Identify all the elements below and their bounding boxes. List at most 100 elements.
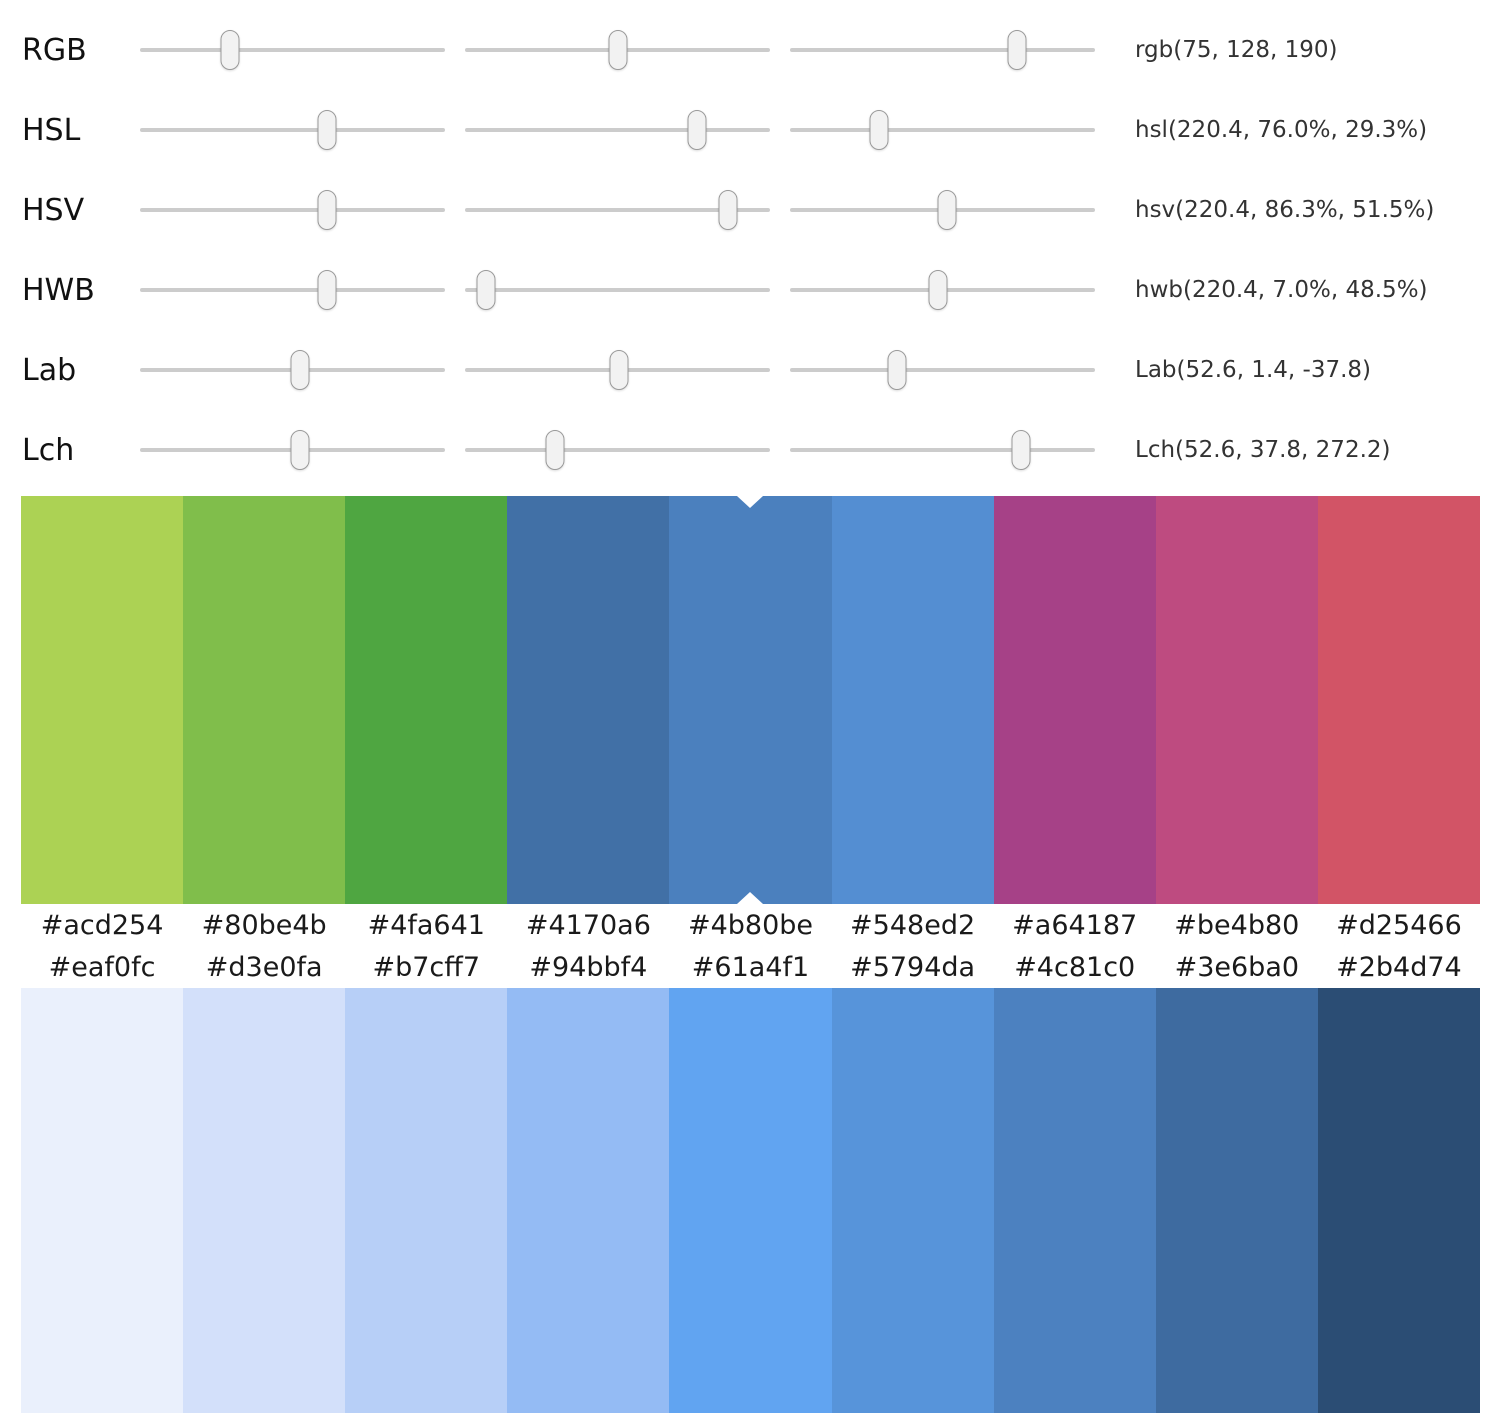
slider-handle[interactable]	[317, 190, 337, 230]
lab-slider-track-1[interactable]	[140, 346, 445, 394]
colorspace-label-hsv: HSV	[22, 192, 85, 228]
palette-top-labels: #acd254 #80be4b #4fa641 #4170a6 #4b80be …	[21, 904, 1480, 946]
slider-handle[interactable]	[887, 350, 907, 390]
hex-label: #80be4b	[201, 909, 327, 941]
slider-rail	[465, 288, 770, 292]
slider-handle[interactable]	[869, 110, 889, 150]
hsl-slider-track-3[interactable]	[790, 106, 1095, 154]
palette-swatch[interactable]	[345, 496, 508, 904]
palette-swatch[interactable]	[183, 496, 346, 904]
slider-row-hsl: HSL hsl(220.4, 76.0%, 29.3%)	[0, 90, 1501, 170]
palette-bottom-labels: #eaf0fc #d3e0fa #b7cff7 #94bbf4 #61a4f1 …	[21, 946, 1480, 988]
rgb-slider-track-2[interactable]	[465, 26, 770, 74]
slider-row-lch: Lch Lch(52.6, 37.8, 272.2)	[0, 410, 1501, 490]
slider-row-rgb: RGB rgb(75, 128, 190)	[0, 10, 1501, 90]
lch-slider-track-3[interactable]	[790, 426, 1095, 474]
palette-swatch[interactable]	[507, 496, 670, 904]
hsv-value-text: hsv(220.4, 86.3%, 51.5%)	[1135, 197, 1435, 223]
hex-label: #4fa641	[367, 909, 485, 941]
rgb-slider-track-3[interactable]	[790, 26, 1095, 74]
palette-swatch[interactable]	[993, 988, 1156, 1413]
colorspace-label-lch: Lch	[22, 432, 75, 468]
hwb-slider-track-3[interactable]	[790, 266, 1095, 314]
slider-handle[interactable]	[937, 190, 957, 230]
lab-slider-track-3[interactable]	[790, 346, 1095, 394]
hsv-slider-track-2[interactable]	[465, 186, 770, 234]
palette-bottom	[21, 988, 1480, 1413]
colorspace-label-lab: Lab	[22, 352, 77, 388]
palette-swatch[interactable]	[1155, 496, 1318, 904]
palette-top	[21, 496, 1480, 904]
rgb-slider-track-1[interactable]	[140, 26, 445, 74]
slider-handle[interactable]	[928, 270, 948, 310]
slider-handle[interactable]	[687, 110, 707, 150]
hwb-value-text: hwb(220.4, 7.0%, 48.5%)	[1135, 277, 1428, 303]
hex-label: #be4b80	[1174, 909, 1300, 941]
hsl-value-text: hsl(220.4, 76.0%, 29.3%)	[1135, 117, 1428, 143]
hex-label: #4c81c0	[1014, 951, 1136, 983]
lch-value-text: Lch(52.6, 37.8, 272.2)	[1135, 437, 1391, 463]
palette-swatch[interactable]	[21, 988, 184, 1413]
slider-rail	[140, 208, 445, 212]
slider-rail	[790, 448, 1095, 452]
hsv-slider-track-1[interactable]	[140, 186, 445, 234]
hex-label: #4b80be	[687, 909, 814, 941]
rgb-value-text: rgb(75, 128, 190)	[1135, 37, 1338, 63]
hwb-slider-track-1[interactable]	[140, 266, 445, 314]
hwb-slider-track-2[interactable]	[465, 266, 770, 314]
hex-label: #5794da	[850, 951, 976, 983]
palette-swatch[interactable]	[831, 496, 994, 904]
slider-handle[interactable]	[317, 110, 337, 150]
hex-label: #d25466	[1336, 909, 1462, 941]
slider-rail	[140, 288, 445, 292]
slider-rail	[790, 48, 1095, 52]
hex-label: #a64187	[1012, 909, 1138, 941]
slider-handle[interactable]	[1007, 30, 1027, 70]
hex-label: #3e6ba0	[1174, 951, 1300, 983]
palette-swatch[interactable]	[1155, 988, 1318, 1413]
slider-handle[interactable]	[290, 350, 310, 390]
palette-swatch-selected[interactable]	[669, 496, 832, 904]
slider-handle[interactable]	[609, 350, 629, 390]
slider-handle[interactable]	[545, 430, 565, 470]
lab-slider-track-2[interactable]	[465, 346, 770, 394]
hsv-slider-track-3[interactable]	[790, 186, 1095, 234]
hsl-slider-track-1[interactable]	[140, 106, 445, 154]
slider-handle[interactable]	[608, 30, 628, 70]
slider-rail	[790, 368, 1095, 372]
slider-handle[interactable]	[476, 270, 496, 310]
slider-handle[interactable]	[1011, 430, 1031, 470]
slider-handle[interactable]	[290, 430, 310, 470]
slider-handle[interactable]	[718, 190, 738, 230]
palette-swatch[interactable]	[507, 988, 670, 1413]
slider-rail	[140, 48, 445, 52]
slider-row-lab: Lab Lab(52.6, 1.4, -37.8)	[0, 330, 1501, 410]
slider-row-hwb: HWB hwb(220.4, 7.0%, 48.5%)	[0, 250, 1501, 330]
hsl-slider-track-2[interactable]	[465, 106, 770, 154]
palette-swatch[interactable]	[345, 988, 508, 1413]
palette-swatch[interactable]	[1317, 496, 1480, 904]
hex-label: #b7cff7	[372, 951, 481, 983]
palette-swatch[interactable]	[183, 988, 346, 1413]
slider-rail	[465, 208, 770, 212]
hex-label: #61a4f1	[691, 951, 810, 983]
lch-slider-track-1[interactable]	[140, 426, 445, 474]
palette-swatch[interactable]	[831, 988, 994, 1413]
palette-swatch[interactable]	[1317, 988, 1480, 1413]
slider-handle[interactable]	[317, 270, 337, 310]
slider-section: RGB rgb(75, 128, 190) HSL	[0, 0, 1501, 496]
colorspace-label-hwb: HWB	[22, 272, 95, 308]
lab-value-text: Lab(52.6, 1.4, -37.8)	[1135, 357, 1371, 383]
palette-swatch[interactable]	[21, 496, 184, 904]
colorspace-label-hsl: HSL	[22, 112, 81, 148]
palette-swatch[interactable]	[993, 496, 1156, 904]
slider-rail	[790, 128, 1095, 132]
hex-label: #eaf0fc	[48, 951, 156, 983]
hex-label: #acd254	[40, 909, 164, 941]
palette-swatch[interactable]	[669, 988, 832, 1413]
lch-slider-track-2[interactable]	[465, 426, 770, 474]
slider-rail	[140, 128, 445, 132]
slider-row-hsv: HSV hsv(220.4, 86.3%, 51.5%)	[0, 170, 1501, 250]
slider-handle[interactable]	[220, 30, 240, 70]
slider-rail	[465, 128, 770, 132]
